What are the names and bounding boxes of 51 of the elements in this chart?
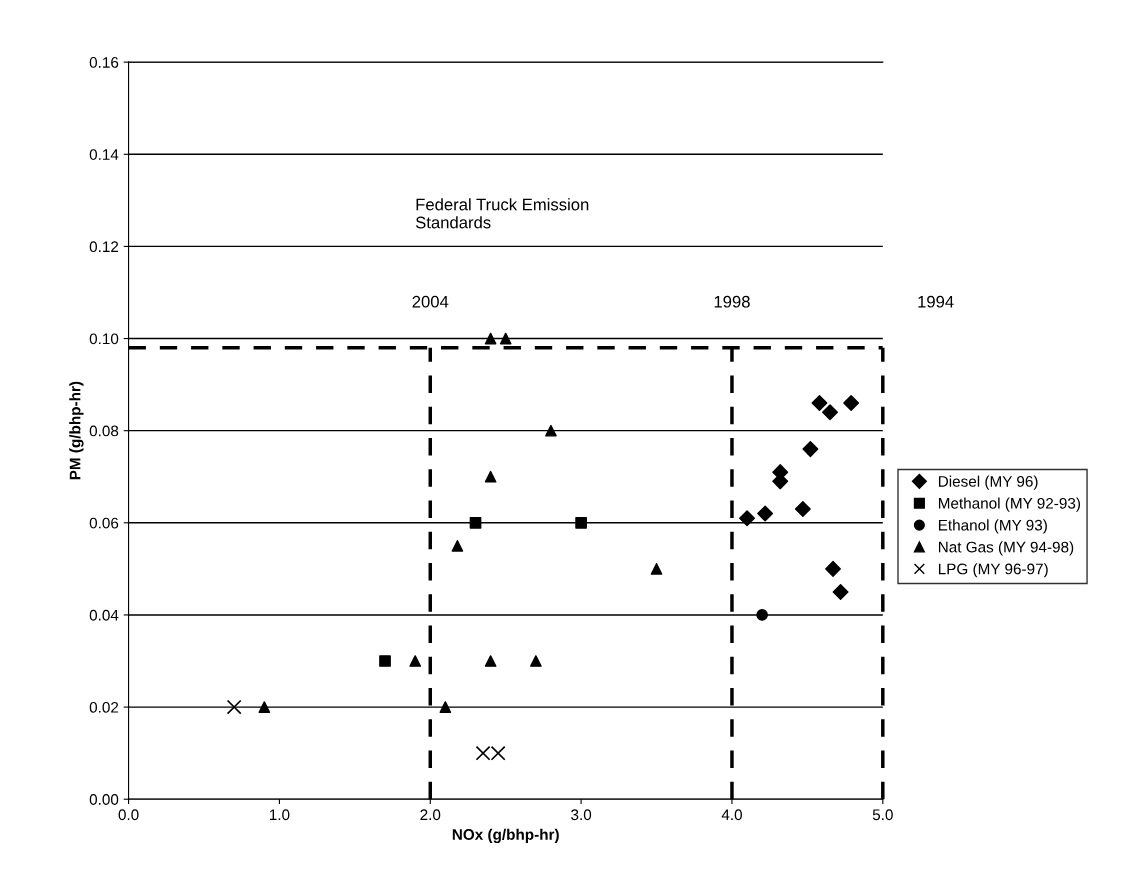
legend-label: Ethanol (MY 93) xyxy=(938,519,1047,534)
point xyxy=(811,395,828,412)
x-tick-label: 5.0 xyxy=(872,809,893,821)
point xyxy=(739,510,756,527)
point xyxy=(451,539,464,552)
y-axis-title: PM (g/bhp-hr) xyxy=(69,381,84,480)
point xyxy=(530,655,542,667)
annotation: Federal Truck Emission Standards xyxy=(415,198,589,229)
y-tick-label: 0.12 xyxy=(89,241,119,253)
point xyxy=(832,583,849,600)
x-tick-label: 3.0 xyxy=(571,809,592,821)
point xyxy=(825,560,842,577)
y-tick-label: 0.08 xyxy=(89,425,119,437)
point xyxy=(794,501,811,517)
point xyxy=(484,470,497,483)
point xyxy=(258,701,271,713)
y-tick-label: 0.04 xyxy=(89,609,119,621)
point xyxy=(756,609,768,621)
point xyxy=(439,701,452,713)
point xyxy=(757,505,774,522)
legend-label: Methanol (MY 92-93) xyxy=(938,497,1081,512)
point xyxy=(545,424,557,437)
y-tick-label: 0.16 xyxy=(89,57,119,68)
x-axis-title: NOx (g/bhp-hr) xyxy=(452,828,559,844)
x-tick-label: 4.0 xyxy=(721,809,742,821)
point xyxy=(575,516,587,529)
legend-label: Diesel (MY 96) xyxy=(938,475,1038,490)
point xyxy=(409,655,422,667)
y-tick-label: 0.00 xyxy=(89,794,119,805)
x-tick-label: 1.0 xyxy=(269,809,290,821)
point xyxy=(650,563,663,575)
point xyxy=(379,655,391,667)
y-tick-label: 0.10 xyxy=(89,333,119,345)
point xyxy=(226,699,242,715)
point xyxy=(484,332,497,345)
legend-label: LPG (MY 96-97) xyxy=(938,563,1048,578)
point xyxy=(802,441,819,458)
y-tick-label: 0.06 xyxy=(89,517,119,529)
legend-label: Nat Gas (MY 94-98) xyxy=(938,541,1074,556)
annotation: 1998 xyxy=(714,295,750,308)
y-tick-label: 0.14 xyxy=(89,149,119,160)
point xyxy=(469,516,482,529)
x-tick-label: 2.0 xyxy=(420,809,441,821)
point xyxy=(484,655,497,667)
point xyxy=(822,404,838,421)
y-tick-label: 0.02 xyxy=(89,701,119,713)
text: 1994 xyxy=(918,295,954,308)
x-tick-label: 0.0 xyxy=(118,809,139,821)
point xyxy=(843,395,860,412)
annotation: 2004 xyxy=(412,295,449,308)
point xyxy=(499,332,512,345)
